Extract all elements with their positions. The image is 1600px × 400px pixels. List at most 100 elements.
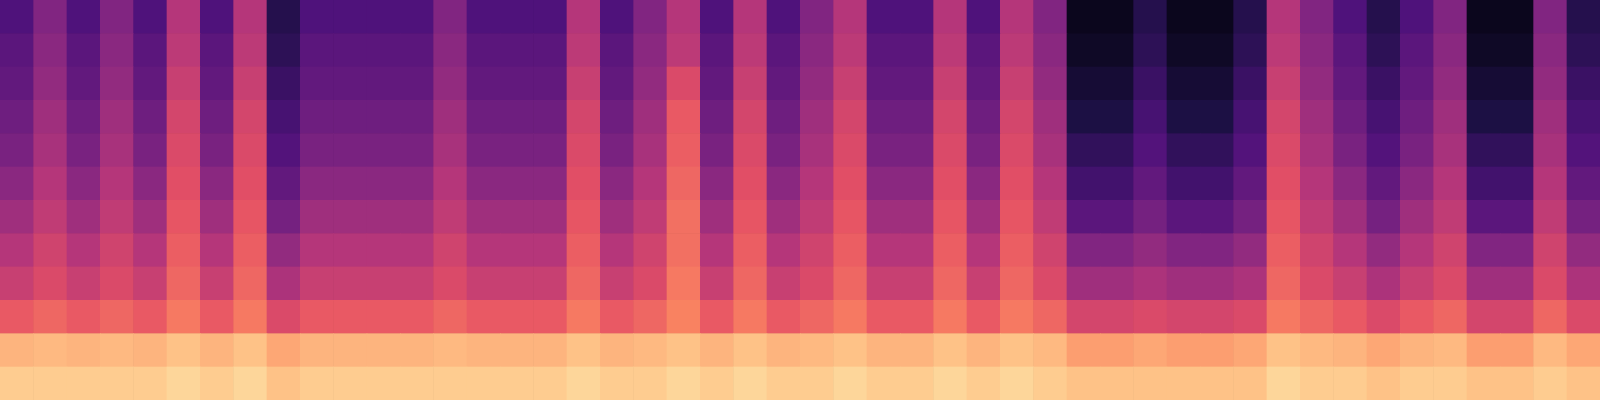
cell [100, 333, 134, 367]
cell [1500, 100, 1534, 134]
cell [200, 267, 234, 301]
cell [267, 100, 301, 134]
cell [200, 67, 234, 101]
cell [0, 300, 34, 334]
cell [200, 100, 234, 134]
cell [233, 200, 267, 234]
cell [467, 33, 501, 67]
cell [100, 67, 134, 101]
cell [1133, 0, 1167, 34]
cell [1400, 0, 1434, 34]
cell [0, 133, 34, 167]
cell [400, 67, 434, 101]
cell [767, 167, 801, 201]
cell [1400, 67, 1434, 101]
cell [733, 167, 767, 201]
cell [267, 167, 301, 201]
cell [1267, 33, 1301, 67]
cell [1233, 33, 1267, 67]
cell [400, 267, 434, 301]
cell [767, 0, 801, 34]
cell [1267, 0, 1301, 34]
cell [1433, 367, 1467, 400]
cell [1400, 33, 1434, 67]
cell [867, 233, 901, 267]
cell [1133, 333, 1167, 367]
cell [1000, 0, 1034, 34]
cell [400, 367, 434, 400]
cell [433, 267, 467, 301]
cell [333, 67, 367, 101]
cell [700, 100, 734, 134]
cell [1167, 367, 1201, 400]
cell [0, 167, 34, 201]
cell [0, 333, 34, 367]
cell [1033, 367, 1067, 400]
cell [300, 0, 334, 34]
cell [767, 200, 801, 234]
cell [1167, 267, 1201, 301]
cell [633, 167, 667, 201]
cell [1200, 0, 1234, 34]
cell [667, 367, 701, 400]
cell [1500, 167, 1534, 201]
cell [1000, 33, 1034, 67]
cell [500, 367, 534, 400]
cell [333, 0, 367, 34]
cell [1033, 33, 1067, 67]
cell [133, 0, 167, 34]
cell [1333, 300, 1367, 334]
cell [67, 0, 101, 34]
cell [833, 67, 867, 101]
cell [1133, 33, 1167, 67]
cell [1167, 100, 1201, 134]
cell [767, 67, 801, 101]
cell [1300, 33, 1334, 67]
cell [1500, 0, 1534, 34]
cell [667, 333, 701, 367]
cell [67, 133, 101, 167]
cell [233, 167, 267, 201]
cell [1400, 333, 1434, 367]
cell [233, 33, 267, 67]
cell [467, 133, 501, 167]
cell [300, 167, 334, 201]
cell [133, 33, 167, 67]
cell [367, 267, 401, 301]
cell [1300, 200, 1334, 234]
cell [1300, 300, 1334, 334]
cell [167, 167, 201, 201]
heatmap [0, 0, 1600, 400]
cell [1467, 367, 1501, 400]
cell [167, 133, 201, 167]
cell [500, 267, 534, 301]
cell [467, 100, 501, 134]
cell [1267, 67, 1301, 101]
cell [1133, 200, 1167, 234]
cell [933, 167, 967, 201]
cell [867, 367, 901, 400]
cell [100, 300, 134, 334]
cell [1467, 133, 1501, 167]
cell [767, 133, 801, 167]
cell [767, 233, 801, 267]
cell [167, 333, 201, 367]
cell [1067, 267, 1101, 301]
cell [633, 233, 667, 267]
cell [900, 167, 934, 201]
cell [1067, 233, 1101, 267]
cell [600, 167, 634, 201]
cell [1067, 33, 1101, 67]
cell [400, 33, 434, 67]
cell [367, 67, 401, 101]
cell [867, 133, 901, 167]
cell [1567, 267, 1600, 301]
cell [567, 233, 601, 267]
cell [1100, 133, 1134, 167]
cell [1367, 100, 1401, 134]
cell [633, 267, 667, 301]
cell [1100, 367, 1134, 400]
cell [900, 33, 934, 67]
cell [967, 300, 1001, 334]
cell [33, 233, 67, 267]
